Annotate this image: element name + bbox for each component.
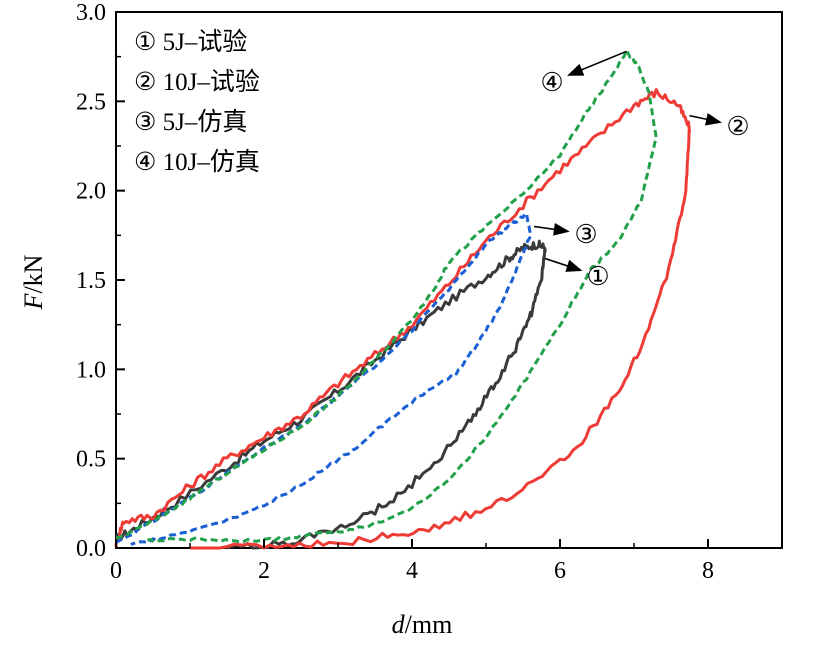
callout-label: ①: [586, 262, 609, 291]
y-tick-label: 2.5: [76, 89, 106, 115]
y-tick-label: 3.0: [76, 0, 106, 26]
series-line-4: [115, 48, 658, 544]
callouts: ① ② ③ ④: [533, 50, 750, 291]
legend-entry: ② 10J–试验: [134, 68, 260, 96]
series-line-1: [115, 239, 547, 550]
x-tick-label: 0: [110, 558, 122, 584]
legend: ① 5J–试验 ② 10J–试验 ③ 5J–仿真 ④ 10J–仿真: [134, 28, 260, 176]
y-tick-label: 1.5: [76, 268, 106, 294]
callout-label: ③: [574, 220, 597, 249]
x-tick-label: 2: [258, 558, 270, 584]
callout-arrow: [689, 112, 722, 126]
y-tick-label: 1.0: [76, 357, 106, 383]
legend-entry: ③ 5J–仿真: [134, 108, 247, 136]
y-tick-label: 2.0: [76, 179, 106, 205]
series-line-2: [114, 88, 691, 550]
y-tick-label: 0.5: [76, 447, 106, 473]
series-layer: [114, 48, 691, 550]
y-axis-label: F/kN: [19, 254, 48, 310]
legend-entry: ① 5J–试验: [134, 28, 247, 56]
axes-layer: 0 2 4 6 8 0.0 0.5 1.0 1.5 2.0 2.5 3.0: [76, 0, 714, 584]
callout-arrow: [533, 222, 570, 236]
callout-label: ②: [726, 112, 749, 141]
x-tick-label: 4: [406, 558, 418, 584]
x-tick-label: 8: [702, 558, 714, 584]
y-tick-label: 0.0: [76, 536, 106, 562]
x-axis-label: d/mm: [392, 610, 453, 639]
x-tick-label: 6: [554, 558, 566, 584]
callout-arrow: [544, 257, 583, 272]
callout-arrow: [567, 50, 627, 76]
callout-label: ④: [540, 68, 563, 97]
legend-entry: ④ 10J–仿真: [134, 148, 260, 176]
